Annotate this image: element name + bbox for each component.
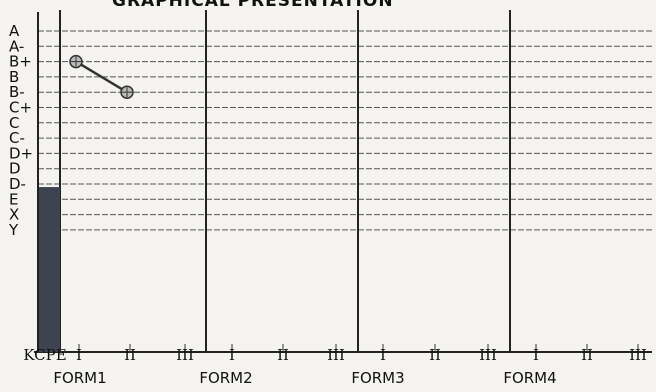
- series-line: [75, 60, 128, 94]
- y-tick-label: Y: [8, 221, 19, 239]
- y-tick-label: C-: [9, 129, 25, 147]
- x-tick-label: II: [429, 346, 441, 364]
- kcpe-bars: [39, 187, 60, 352]
- y-tick-label: B: [9, 68, 19, 86]
- y-tick-label: X: [9, 206, 19, 224]
- grade-series: [69, 54, 134, 99]
- x-tick-label: I: [380, 346, 386, 364]
- y-tick-label: B+: [9, 53, 32, 71]
- plot-frame: [34, 10, 652, 353]
- x-tick-label: III: [327, 346, 345, 364]
- x-tick-label: II: [581, 346, 593, 364]
- grid-lines: [38, 30, 652, 231]
- x-tick-label: II: [124, 346, 136, 364]
- y-tick-label: A-: [9, 37, 24, 55]
- chart-title: GRAPHICAL PRESENTATION: [112, 0, 394, 11]
- x-tick-label: III: [479, 346, 497, 364]
- y-tick-labels: AA-B+BB-C+CC-D+DD-EXY: [8, 22, 33, 239]
- x-tick-label: KCPE: [23, 346, 66, 364]
- y-tick-label: D-: [9, 175, 26, 193]
- kcpe-bar: [39, 187, 60, 352]
- y-tick-label: D: [9, 160, 21, 178]
- x-tick-label: II: [277, 346, 289, 364]
- y-tick-label: C+: [9, 99, 32, 117]
- y-tick-label: C: [9, 114, 19, 132]
- form-label: FORM1: [53, 369, 106, 387]
- x-tick-label: I: [533, 346, 539, 364]
- form-label: FORM4: [503, 369, 556, 387]
- y-tick-label: B-: [9, 83, 25, 101]
- form-label: FORM2: [199, 369, 252, 387]
- x-tick-label: I: [76, 346, 82, 364]
- x-tick-label: III: [629, 346, 647, 364]
- x-tick-label: III: [176, 346, 194, 364]
- form-labels: FORM1 FORM2 FORM3 FORM4: [53, 369, 556, 387]
- x-tick-label: I: [229, 346, 235, 364]
- x-tick-labels: KCPE I II III I II III I II III I II III: [23, 346, 647, 364]
- y-tick-label: A: [9, 22, 20, 40]
- form-label: FORM3: [351, 369, 404, 387]
- y-tick-label: E: [9, 190, 18, 208]
- y-tick-label: D+: [9, 144, 33, 162]
